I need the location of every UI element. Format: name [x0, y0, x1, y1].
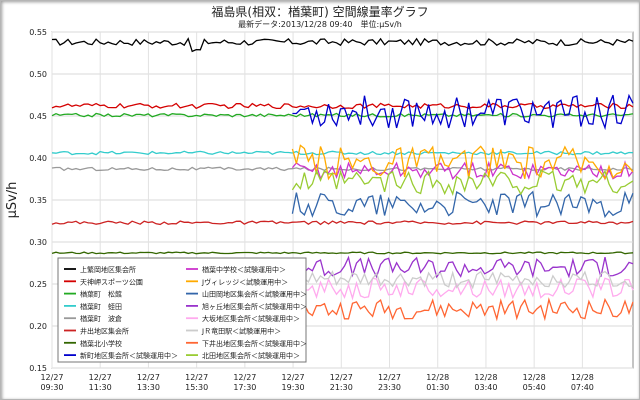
legend-label: 下井出地区集会所＜試験運用中＞ [202, 339, 307, 348]
series-line [51, 251, 634, 255]
legend-label: 大坂地区集会所＜試験運用中＞ [202, 314, 300, 323]
legend-label: 井出地区集会所 [80, 327, 129, 336]
series-line [51, 220, 634, 226]
x-tick-label: 12/28 03:40 [474, 373, 497, 392]
x-tick-label: 12/27 17:30 [233, 373, 256, 392]
y-tick-label: 0.40 [29, 154, 47, 163]
x-tick-label: 12/27 19:30 [282, 373, 305, 392]
chart-subtitle: 最新データ:2013/12/28 09:40 単位:μSv/h [238, 20, 402, 29]
legend-label: 新町地区集会所＜試験運用中＞ [80, 351, 178, 360]
legend-label: 楢葉町 波倉 [80, 314, 122, 323]
legend-box [57, 257, 307, 363]
y-tick-label: 0.15 [29, 364, 47, 373]
x-tick-label: 12/27 21:30 [330, 373, 353, 392]
legend-label: JＲ竜田駅＜試験運用中＞ [201, 327, 281, 336]
x-tick-label: 12/27 13:30 [137, 373, 160, 392]
series-line [291, 190, 634, 219]
legend-label: 山田岡地区集会所＜試験運用中＞ [202, 290, 307, 299]
series-line [292, 93, 634, 131]
y-axis-label: μSv/h [5, 182, 20, 219]
y-tick-label: 0.50 [29, 70, 47, 79]
legend-label: 楢葉町 松館 [80, 290, 122, 299]
y-tick-label: 0.30 [29, 238, 47, 247]
series-line [292, 255, 634, 279]
x-tick-label: 12/27 15:30 [185, 373, 208, 392]
legend-label: 楢葉中学校＜試験運用中＞ [202, 265, 286, 274]
legend-label: 上繁岡地区集会所 [80, 265, 136, 274]
y-tick-label: 0.35 [29, 196, 47, 205]
legend-label: 楢葉町 蛭田 [80, 302, 122, 311]
x-tick-label: 12/28 07:40 [571, 373, 594, 392]
x-tick-label: 12/27 11:30 [89, 373, 112, 392]
x-tick-label: 12/27 09:30 [40, 373, 63, 392]
y-tick-label: 0.55 [29, 28, 47, 37]
legend-label: 天神岬スポーツ公園 [80, 277, 143, 286]
x-tick-label: 12/27 23:30 [378, 373, 401, 392]
x-tick-label: 12/28 05:40 [523, 373, 546, 392]
series-line [291, 270, 634, 290]
series-line [291, 169, 634, 197]
series-line [51, 102, 634, 110]
series-line [51, 37, 634, 53]
y-tick-label: 0.25 [29, 280, 47, 289]
legend-label: 旭ヶ丘地区集会所＜試験運用中＞ [202, 302, 307, 311]
chart-title: 福島県(相双：楢葉町) 空間線量率グラフ [211, 5, 429, 19]
legend-label: 北田地区集会所＜試験運用中＞ [202, 351, 300, 360]
series-line [291, 160, 634, 181]
series-line [291, 297, 634, 322]
series-line [291, 144, 634, 181]
y-tick-label: 0.45 [29, 112, 47, 121]
legend-label: Jヴィレッジ＜試験運用中＞ [201, 277, 288, 286]
y-tick-label: 0.20 [29, 322, 47, 331]
legend-label: 楢葉北小学校 [80, 339, 122, 348]
series-line [291, 277, 634, 301]
x-tick-label: 12/28 01:30 [426, 373, 449, 392]
